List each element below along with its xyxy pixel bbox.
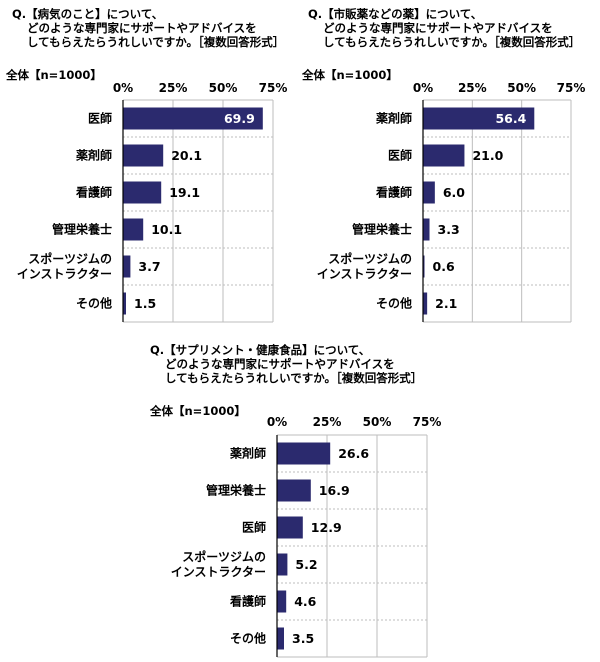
question-title: Q.【サプリメント・健康食品】について、 どのような専門家にサポートやアドバイス… <box>150 343 422 385</box>
category-label: インストラクター <box>317 267 412 281</box>
data-label: 56.4 <box>495 111 526 126</box>
bar <box>423 181 435 204</box>
category-label: インストラクター <box>171 565 266 579</box>
question-line-1: Q.【サプリメント・健康食品】について、 <box>150 343 371 357</box>
bar <box>123 255 131 278</box>
bar <box>423 255 425 278</box>
sample-size-label: 全体【n=1000】 <box>302 68 398 82</box>
bar <box>123 218 144 241</box>
bar <box>123 292 126 315</box>
category-label: インストラクター <box>17 267 112 281</box>
category-label: 薬剤師 <box>76 148 112 163</box>
category-label: スポーツジムの <box>182 549 266 564</box>
category-label: 管理栄養士 <box>52 222 112 237</box>
bar-chart: 0% 25% 50% 75% 69.9 医師 20.1 薬剤師 19.1 看護師 10.1 管理栄養士… <box>17 81 288 323</box>
bar <box>423 107 535 130</box>
question-line-3: してもらえたらうれしいですか。［複数回答形式］ <box>323 35 581 49</box>
data-label: 26.6 <box>338 446 369 461</box>
category-label: その他 <box>76 296 112 311</box>
sample-size-label: 全体【n=1000】 <box>6 68 102 82</box>
question-line-2: どのような専門家にサポートやアドバイスを <box>323 21 553 35</box>
data-label: 3.5 <box>292 631 314 646</box>
category-label: 看護師 <box>376 185 412 200</box>
x-tick-label: 50% <box>209 81 238 95</box>
x-tick-label: 0% <box>413 81 433 95</box>
category-label: その他 <box>230 631 266 646</box>
x-tick-label: 25% <box>159 81 188 95</box>
sample-size-label: 全体【n=1000】 <box>150 404 246 418</box>
x-tick-label: 75% <box>259 81 288 95</box>
x-tick-label: 50% <box>507 81 536 95</box>
category-label: 看護師 <box>230 594 266 609</box>
category-label: 医師 <box>88 111 112 126</box>
question-line-1: Q.【市販薬などの薬】について、 <box>308 7 483 21</box>
chart-panel-illness: Q.【病気のこと】について、 どのような専門家にサポートやアドバイスを してもら… <box>0 0 300 330</box>
bar <box>423 218 430 241</box>
category-label: 医師 <box>242 520 266 535</box>
bar <box>277 442 331 465</box>
data-label: 5.2 <box>295 557 317 572</box>
data-label: 6.0 <box>443 185 465 200</box>
category-label: 管理栄養士 <box>206 483 266 498</box>
bar <box>423 292 428 315</box>
data-label: 4.6 <box>294 594 316 609</box>
bar <box>277 553 288 576</box>
data-label: 3.3 <box>438 222 460 237</box>
data-label: 69.9 <box>224 111 255 126</box>
bar <box>123 107 263 130</box>
question-line-3: してもらえたらうれしいですか。［複数回答形式］ <box>27 35 285 49</box>
x-tick-label: 25% <box>458 81 487 95</box>
chart-panel-supplements: Q.【サプリメント・健康食品】について、 どのような専門家にサポートやアドバイス… <box>145 338 455 662</box>
category-label: スポーツジムの <box>28 251 112 266</box>
bar <box>277 590 287 613</box>
bar-chart: 0% 25% 50% 75% 26.6 薬剤師 16.9 管理栄養士 12.9 医師 5.2 スポーツ… <box>171 415 442 658</box>
data-label: 3.7 <box>138 259 160 274</box>
bar <box>277 627 284 650</box>
question-line-2: どのような専門家にサポートやアドバイスを <box>165 357 395 371</box>
data-label: 2.1 <box>435 296 457 311</box>
data-label: 1.5 <box>134 296 156 311</box>
data-label: 19.1 <box>169 185 200 200</box>
data-label: 20.1 <box>171 148 202 163</box>
category-label: 医師 <box>388 148 412 163</box>
bar <box>277 479 311 502</box>
question-line-1: Q.【病気のこと】について、 <box>12 7 164 21</box>
bar <box>423 144 465 167</box>
data-label: 21.0 <box>472 148 503 163</box>
x-tick-label: 50% <box>363 415 392 429</box>
category-label: スポーツジムの <box>328 251 412 266</box>
x-tick-label: 25% <box>313 415 342 429</box>
category-label: 薬剤師 <box>376 111 412 126</box>
category-label: 看護師 <box>76 185 112 200</box>
category-label: 薬剤師 <box>230 446 266 461</box>
category-label: 管理栄養士 <box>352 222 412 237</box>
x-tick-label: 0% <box>113 81 133 95</box>
x-tick-label: 75% <box>557 81 586 95</box>
question-line-3: してもらえたらうれしいですか。［複数回答形式］ <box>165 371 423 385</box>
x-tick-label: 0% <box>267 415 287 429</box>
x-tick-label: 75% <box>413 415 442 429</box>
data-label: 16.9 <box>319 483 350 498</box>
category-label: その他 <box>376 296 412 311</box>
chart-panel-otc-medicine: Q.【市販薬などの薬】について、 どのような専門家にサポートやアドバイスを して… <box>298 0 600 330</box>
bar <box>277 516 303 539</box>
data-label: 10.1 <box>151 222 182 237</box>
question-title: Q.【病気のこと】について、 どのような専門家にサポートやアドバイスを してもら… <box>12 7 284 49</box>
bar <box>123 144 164 167</box>
bar <box>123 181 162 204</box>
data-label: 12.9 <box>311 520 342 535</box>
bar-chart: 0% 25% 50% 75% 56.4 薬剤師 21.0 医師 6.0 看護師 3.3 管理栄養士 0.… <box>317 81 586 323</box>
data-label: 0.6 <box>433 259 455 274</box>
question-line-2: どのような専門家にサポートやアドバイスを <box>27 21 257 35</box>
question-title: Q.【市販薬などの薬】について、 どのような専門家にサポートやアドバイスを して… <box>308 7 580 49</box>
